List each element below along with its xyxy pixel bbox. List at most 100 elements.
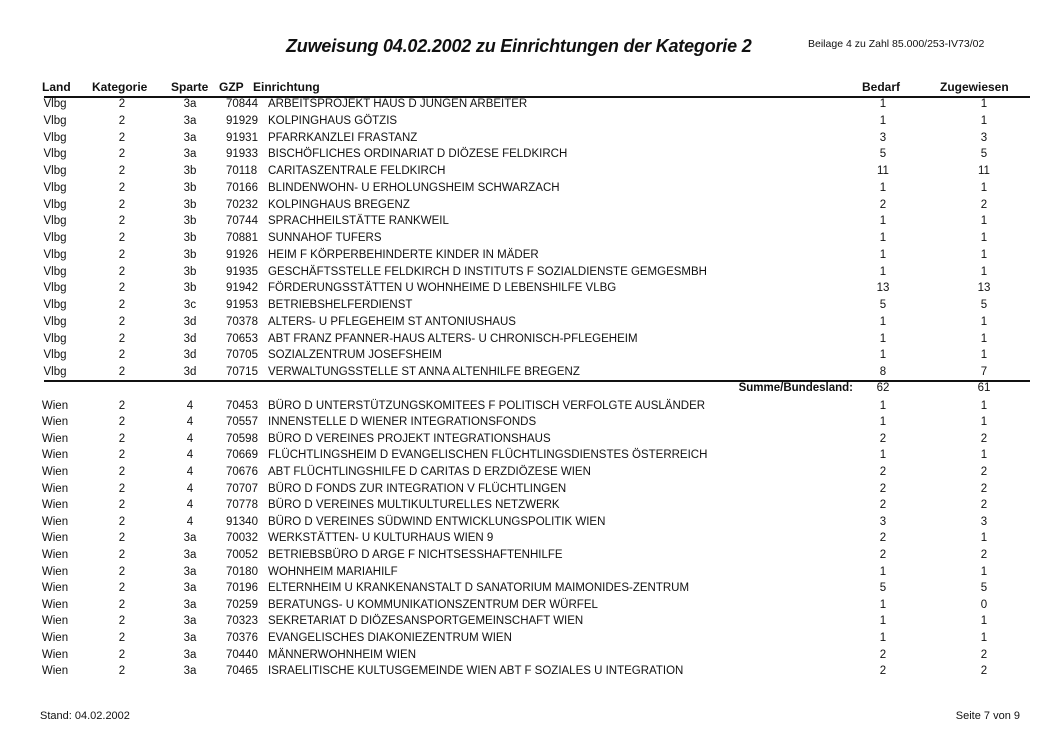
table-row: Wien 2 3a 70465 ISRAELITISCHE KULTUSGEMEINDE…: [0, 665, 1061, 681]
cell-einrichtung: VERWALTUNGSSTELLE ST ANNA ALTENHILFE BRE…: [268, 366, 580, 378]
cell-gzp: 70653: [226, 332, 258, 345]
cell-land: Vlbg: [43, 181, 67, 194]
cell-gzp: 70118: [226, 165, 258, 177]
cell-zugewiesen: 2: [980, 665, 988, 678]
cell-gzp: 70032: [226, 532, 258, 545]
cell-bedarf: 1: [879, 598, 887, 611]
cell-sparte: 3a: [183, 598, 197, 611]
table-row: Vlbg 2 3b 91935 GESCHÄFTSSTELLE FELDKIRCH D …: [0, 266, 1061, 282]
cell-zugewiesen: 5: [980, 299, 988, 311]
cell-sparte: 3a: [183, 131, 197, 144]
table-row: Wien 2 3a 70196 ELTERNHEIM U KRANKENANSTALT …: [0, 582, 1061, 598]
cell-gzp: 70232: [226, 198, 258, 211]
cell-zugewiesen: 1: [980, 449, 988, 462]
cell-einrichtung: SPRACHHEILSTÄTTE RANKWEIL: [268, 215, 449, 228]
cell-gzp: 70705: [226, 349, 258, 362]
cell-einrichtung: INNENSTELLE D WIENER INTEGRATIONSFONDS: [268, 416, 537, 429]
cell-kategorie: 2: [118, 582, 126, 595]
cell-land: Vlbg: [43, 282, 67, 295]
table-row: Vlbg 2 3d 70715 VERWALTUNGSSTELLE ST ANNA AL…: [0, 366, 1061, 382]
cell-bedarf: 1: [879, 232, 887, 244]
cell-sparte: 3a: [183, 548, 197, 561]
cell-gzp: 91935: [226, 265, 258, 278]
cell-bedarf: 2: [879, 548, 887, 561]
col-land: Land: [42, 80, 71, 94]
cell-einrichtung: BISCHÖFLICHES ORDINARIAT D DIÖZESE FELDK…: [268, 148, 568, 161]
table-row: Wien 2 3a 70259 BERATUNGS- U KOMMUNIKATIONSZ…: [0, 599, 1061, 615]
cell-gzp: 70844: [226, 98, 258, 110]
cell-kategorie: 2: [118, 465, 126, 478]
cell-einrichtung: ELTERNHEIM U KRANKENANSTALT D SANATORIUM…: [268, 582, 690, 595]
cell-bedarf: 1: [879, 181, 887, 194]
table-row: Vlbg 2 3b 70881 SUNNAHOF TUFERS 1 1: [0, 232, 1061, 248]
cell-sparte: 3c: [183, 299, 197, 311]
cell-sparte: 3a: [183, 565, 197, 578]
table-row: Vlbg 2 3a 70844 ARBEITSPROJEKT HAUS D JUNGEN…: [0, 98, 1061, 114]
cell-land: Vlbg: [43, 315, 67, 328]
cell-sparte: 3d: [183, 366, 197, 378]
cell-land: Vlbg: [43, 232, 67, 244]
table-row: Wien 2 3a 70376 EVANGELISCHES DIAKONIEZENTRU…: [0, 632, 1061, 648]
cell-einrichtung: FÖRDERUNGSSTÄTTEN U WOHNHEIME D LEBENSHI…: [268, 282, 617, 295]
cell-zugewiesen: 1: [980, 248, 988, 261]
cell-kategorie: 2: [118, 131, 126, 144]
cell-einrichtung: ALTERS- U PFLEGEHEIM ST ANTONIUSHAUS: [268, 315, 516, 328]
cell-bedarf: 1: [879, 98, 887, 110]
cell-einrichtung: MÄNNERWOHNHEIM WIEN: [268, 648, 417, 661]
cell-sparte: 3a: [183, 148, 197, 161]
cell-land: Wien: [41, 598, 69, 611]
cell-bedarf: 1: [879, 615, 887, 628]
table-row: Vlbg 2 3b 70118 CARITASZENTRALE FELDKIRCH 11 1…: [0, 165, 1061, 181]
cell-einrichtung: BÜRO D VEREINES MULTIKULTURELLES NETZWER…: [268, 499, 560, 512]
cell-gzp: 70707: [226, 482, 258, 495]
cell-kategorie: 2: [118, 198, 126, 211]
cell-bedarf: 1: [879, 265, 887, 278]
cell-land: Wien: [41, 449, 69, 462]
cell-zugewiesen: 2: [980, 465, 988, 478]
cell-sparte: 3a: [183, 648, 197, 661]
cell-zugewiesen: 5: [980, 582, 988, 595]
cell-gzp: 91929: [226, 114, 258, 127]
cell-einrichtung: HEIM F KÖRPERBEHINDERTE KINDER IN MÄDER: [268, 248, 539, 261]
cell-kategorie: 2: [118, 248, 126, 261]
cell-zugewiesen: 5: [980, 148, 988, 161]
cell-kategorie: 2: [118, 449, 126, 462]
table-row: Vlbg 2 3a 91933 BISCHÖFLICHES ORDINARIAT D D…: [0, 148, 1061, 164]
cell-gzp: 70557: [226, 416, 258, 429]
cell-zugewiesen: 13: [977, 282, 991, 295]
cell-sparte: 3b: [183, 181, 197, 194]
table-row: Wien 2 4 91340 BÜRO D VEREINES SÜDWIND ENTWI…: [0, 516, 1061, 532]
table-row: Wien 2 3a 70052 BETRIEBSBÜRO D ARGE F NICHTS…: [0, 549, 1061, 565]
cell-zugewiesen: 1: [980, 181, 988, 194]
cell-gzp: 70180: [226, 565, 258, 578]
table-row: Vlbg 2 3a 91929 KOLPINGHAUS GÖTZIS 1 1: [0, 115, 1061, 131]
group-separator: [44, 380, 1030, 382]
cell-sparte: 4: [186, 432, 194, 445]
table-row: Vlbg 2 3b 70744 SPRACHHEILSTÄTTE RANKWEIL 1 1: [0, 215, 1061, 231]
cell-kategorie: 2: [118, 548, 126, 561]
cell-kategorie: 2: [118, 366, 126, 378]
cell-einrichtung: KOLPINGHAUS BREGENZ: [268, 198, 410, 211]
cell-gzp: 70376: [226, 631, 258, 644]
cell-bedarf: 2: [879, 499, 887, 512]
cell-gzp: 70378: [226, 315, 258, 328]
cell-kategorie: 2: [118, 165, 126, 177]
cell-sparte: 4: [186, 499, 194, 512]
cell-land: Vlbg: [43, 131, 67, 144]
table-row: Wien 2 4 70676 ABT FLÜCHTLINGSHILFE D CARITA…: [0, 466, 1061, 482]
cell-zugewiesen: 11: [978, 165, 990, 177]
cell-sparte: 3b: [183, 165, 197, 177]
cell-bedarf: 2: [879, 482, 887, 495]
cell-bedarf: 2: [879, 198, 887, 211]
page-title: Zuweisung 04.02.2002 zu Einrichtungen de…: [286, 36, 752, 56]
cell-einrichtung: BÜRO D VEREINES SÜDWIND ENTWICKLUNGSPOLI…: [268, 515, 606, 528]
table-row: Wien 2 3a 70032 WERKSTÄTTEN- U KULTURHAUS WI…: [0, 532, 1061, 548]
cell-sparte: 4: [186, 416, 194, 429]
cell-bedarf: 1: [879, 248, 887, 261]
cell-sparte: 3b: [183, 282, 197, 295]
table-row: Wien 2 3a 70180 WOHNHEIM MARIAHILF 1 1: [0, 566, 1061, 582]
cell-sparte: 3b: [183, 265, 197, 278]
cell-kategorie: 2: [118, 665, 126, 678]
cell-land: Wien: [41, 565, 69, 578]
cell-zugewiesen: 2: [980, 548, 988, 561]
